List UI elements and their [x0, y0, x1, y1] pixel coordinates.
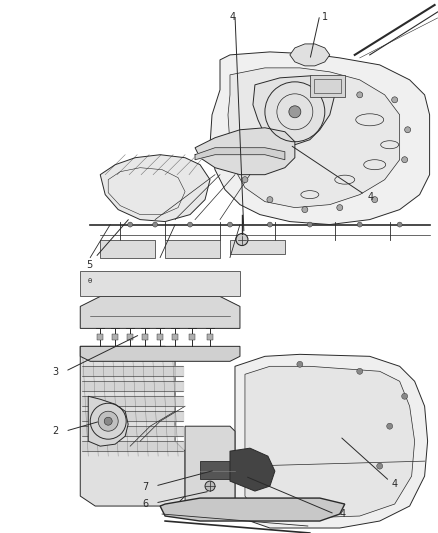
Circle shape — [242, 176, 248, 183]
Polygon shape — [230, 448, 275, 491]
Text: 3: 3 — [52, 367, 58, 377]
Circle shape — [227, 222, 233, 227]
Polygon shape — [195, 128, 295, 175]
Text: 4: 4 — [230, 12, 236, 22]
Bar — [165, 239, 220, 257]
Bar — [230, 239, 285, 254]
Polygon shape — [88, 396, 128, 446]
Circle shape — [387, 423, 393, 429]
Polygon shape — [185, 426, 235, 506]
Circle shape — [236, 233, 248, 246]
Circle shape — [302, 207, 308, 213]
Circle shape — [127, 222, 133, 227]
Text: 4: 4 — [368, 192, 374, 201]
Polygon shape — [80, 296, 240, 328]
Polygon shape — [160, 498, 345, 521]
Circle shape — [405, 127, 411, 133]
Polygon shape — [100, 155, 210, 222]
Bar — [97, 334, 103, 341]
Circle shape — [307, 222, 312, 227]
Bar — [314, 79, 341, 93]
Bar — [112, 334, 118, 341]
Circle shape — [377, 463, 383, 469]
Circle shape — [402, 393, 408, 399]
Circle shape — [152, 222, 158, 227]
Polygon shape — [253, 76, 335, 145]
Circle shape — [357, 92, 363, 98]
Circle shape — [268, 222, 272, 227]
Circle shape — [337, 205, 343, 211]
Polygon shape — [80, 271, 240, 296]
Text: θ: θ — [88, 278, 92, 285]
Polygon shape — [195, 148, 285, 160]
Polygon shape — [80, 346, 185, 506]
Bar — [157, 334, 163, 341]
Polygon shape — [290, 44, 330, 66]
Circle shape — [267, 197, 273, 203]
Polygon shape — [235, 354, 427, 528]
Circle shape — [187, 222, 193, 227]
Text: 4: 4 — [340, 509, 346, 519]
Circle shape — [98, 411, 118, 431]
Bar — [200, 461, 235, 479]
Text: 6: 6 — [142, 499, 148, 509]
Circle shape — [104, 417, 112, 425]
Bar — [142, 334, 148, 341]
Text: 1: 1 — [322, 12, 328, 22]
Text: 7: 7 — [142, 482, 148, 492]
Circle shape — [372, 197, 378, 203]
Circle shape — [337, 87, 343, 93]
Text: 2: 2 — [52, 426, 58, 436]
Bar — [127, 334, 133, 341]
Circle shape — [392, 97, 398, 103]
Circle shape — [402, 157, 408, 163]
Bar — [189, 334, 195, 341]
Circle shape — [289, 106, 301, 118]
Bar — [172, 334, 178, 341]
Polygon shape — [228, 68, 399, 208]
Text: 5: 5 — [86, 260, 92, 270]
Polygon shape — [80, 346, 240, 361]
Circle shape — [397, 222, 402, 227]
Bar — [310, 75, 345, 97]
Circle shape — [357, 222, 362, 227]
Bar — [100, 239, 155, 257]
Circle shape — [357, 368, 363, 374]
Polygon shape — [210, 52, 430, 224]
Polygon shape — [245, 366, 415, 518]
Text: 4: 4 — [392, 479, 398, 489]
Circle shape — [297, 361, 303, 367]
Bar — [207, 334, 213, 341]
Circle shape — [205, 481, 215, 491]
